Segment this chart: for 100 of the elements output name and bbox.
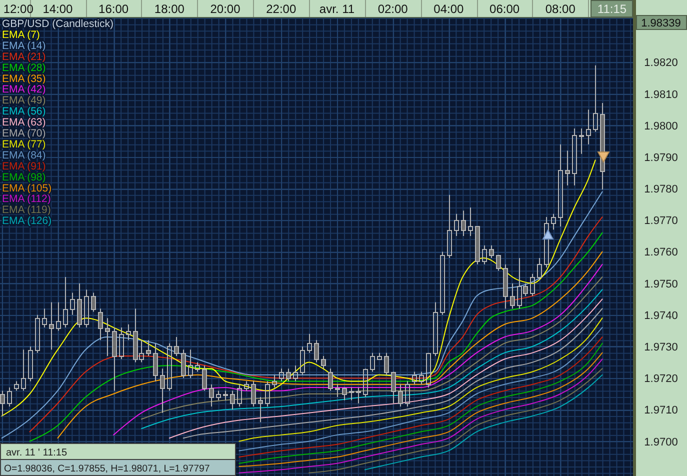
candlestick: [454, 213, 459, 236]
text: EMA (112): [2, 193, 51, 206]
candlestick: [314, 340, 319, 363]
candlestick: [126, 324, 131, 341]
text: EMA (77): [2, 138, 46, 150]
x-tick-label: 16:00: [98, 2, 129, 16]
x-tick-label: 14:00: [42, 2, 74, 16]
candlestick: [321, 355, 326, 370]
candlestick: [370, 352, 375, 372]
candlestick: [84, 289, 89, 328]
candlestick: [412, 371, 417, 385]
candlestick: [405, 380, 410, 408]
annotation: O=1.98036, C=1.97855, H=1.98071, L=1.97797: [4, 464, 210, 474]
candlestick: [195, 362, 200, 372]
candlestick: [307, 333, 312, 354]
text: EMA (35): [2, 72, 46, 85]
y-tick-label: 1.9820: [644, 57, 678, 70]
x-tick-label: 02:00: [378, 2, 408, 16]
candlestick: [579, 128, 584, 154]
y-tick-label: 1.9810: [644, 88, 678, 101]
candlestick: [0, 390, 5, 416]
candlestick: [349, 387, 354, 401]
candlestick: [42, 308, 47, 328]
candlestick: [586, 109, 591, 145]
candlestick: [244, 380, 249, 392]
text: EMA (56): [2, 106, 46, 118]
candlestick: [300, 346, 305, 376]
candlestick: [63, 276, 68, 328]
candlestick: [35, 314, 40, 354]
candlestick: [91, 292, 96, 312]
candlestick: [328, 368, 333, 392]
text: EMA (7): [2, 28, 40, 41]
candlestick: [181, 349, 186, 379]
candlestick: [419, 371, 424, 385]
y-tick-label: 1.9720: [644, 373, 678, 386]
candlestick: [119, 327, 124, 360]
candlestick: [258, 396, 263, 423]
candlestick: [237, 384, 242, 408]
text: EMA (28): [2, 62, 46, 74]
candlestick: [160, 368, 165, 414]
candlestick: [230, 390, 235, 410]
candlestick: [335, 384, 340, 398]
candlestick: [440, 251, 445, 316]
candlestick: [572, 128, 577, 186]
candlestick: [447, 194, 452, 259]
candlestick: [342, 387, 347, 401]
candlestick: [503, 264, 508, 310]
candlestick: [209, 384, 214, 408]
candlestick: [272, 374, 277, 388]
candlestick: [286, 368, 291, 382]
candlestick: [21, 349, 26, 392]
candlestick: [105, 318, 110, 356]
candlestick: [461, 210, 466, 236]
candlestick: [551, 213, 556, 230]
candlestick: [293, 364, 298, 382]
candlestick: [356, 387, 361, 404]
candlestick: [433, 302, 438, 356]
candlestick: [565, 150, 570, 186]
candlestick: [391, 371, 396, 404]
text: 11:15: [597, 2, 627, 16]
x-tick-label: 06:00: [490, 2, 520, 16]
text: EMA (105): [2, 182, 52, 194]
text: EMA (49): [2, 94, 46, 107]
candlestick: [398, 384, 403, 408]
x-tick-label: 08:00: [545, 2, 576, 16]
candlestick: [251, 380, 256, 408]
candlestick: [56, 302, 61, 332]
candlestick: [7, 387, 12, 408]
x-tick-label: 04:00: [434, 2, 464, 16]
candlestick: [279, 368, 284, 382]
y-tick-label: 1.9730: [644, 341, 678, 354]
text: 1.98339: [641, 18, 681, 30]
candlestick: [496, 254, 501, 272]
candlestick: [510, 282, 515, 310]
x-tick-label: avr. 11: [319, 2, 355, 16]
annotation: avr. 11 ' 11:15: [6, 448, 68, 458]
candlestick: [558, 144, 563, 227]
candlestick: [112, 327, 117, 392]
y-tick-label: 1.9740: [644, 310, 678, 322]
candlestick: [28, 346, 33, 382]
candlestick: [49, 302, 54, 350]
text: EMA (70): [2, 128, 46, 140]
candlestick: [482, 244, 487, 265]
y-tick-label: 1.9700: [644, 436, 678, 448]
candlestick: [77, 282, 82, 328]
candlestick: [216, 390, 221, 401]
y-tick-label: 1.9790: [644, 152, 678, 164]
x-tick-label: 22:00: [266, 2, 296, 16]
y-tick-label: 1.9710: [644, 404, 678, 417]
y-tick-label: 1.9760: [644, 246, 678, 259]
text: EMA (98): [2, 171, 46, 184]
candlestick: [202, 364, 207, 392]
x-tick-label: 12:00: [3, 2, 34, 16]
x-tick-label: 18:00: [154, 2, 185, 16]
candlestick: [363, 368, 368, 398]
candlestick: [426, 352, 431, 388]
candlestick: [593, 64, 598, 132]
candlestick: [384, 352, 389, 376]
text: EMA (126): [2, 215, 52, 228]
text: EMA (14): [2, 40, 46, 52]
